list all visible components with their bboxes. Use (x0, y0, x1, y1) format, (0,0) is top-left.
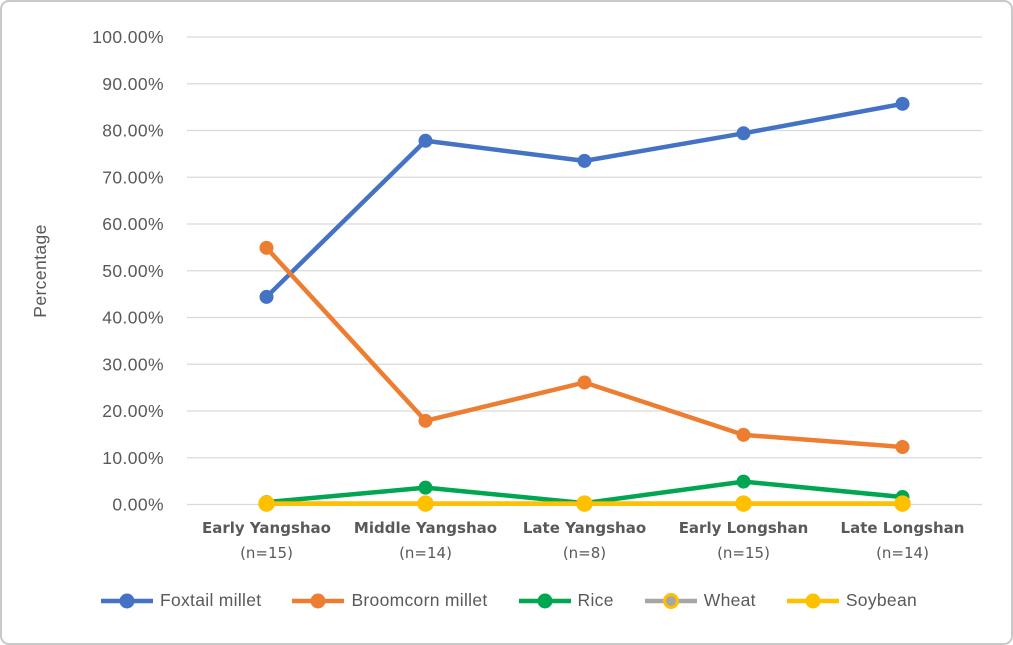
data-point-foxtail-millet-2 (577, 153, 592, 168)
legend-item-broomcorn-millet: Broomcorn millet (291, 590, 487, 611)
y-tick-label: 20.00% (102, 401, 164, 421)
y-tick-label: 30.00% (102, 354, 164, 374)
x-axis-label-early-yangshao: Early Yangshao (202, 519, 331, 537)
data-point-rice-1 (418, 480, 433, 495)
data-point-foxtail-millet-3 (736, 126, 751, 141)
legend-marker-wheat-icon (644, 592, 697, 609)
legend-marker-rice-icon (518, 593, 571, 608)
x-axis-sublabel-early-longshan: (n=15) (717, 544, 770, 562)
x-axis-label-late-yangshao: Late Yangshao (523, 519, 646, 537)
data-point-foxtail-millet-0 (259, 289, 274, 304)
data-point-soybean-0 (259, 496, 274, 511)
y-tick-label: 10.00% (102, 448, 164, 468)
data-point-broomcorn-millet-1 (418, 413, 433, 428)
legend-marker-broomcorn-millet-icon (292, 593, 345, 608)
data-point-soybean-4 (895, 496, 910, 511)
x-axis-label-early-longshan: Early Longshan (679, 519, 809, 537)
data-point-broomcorn-millet-4 (895, 439, 910, 454)
legend-item-foxtail-millet: Foxtail millet (100, 590, 261, 611)
data-point-broomcorn-millet-2 (577, 375, 592, 390)
chart-legend: Foxtail millet Broomcorn millet Rice Whe… (2, 590, 1011, 611)
legend-label-rice: Rice (577, 590, 614, 610)
data-point-broomcorn-millet-0 (259, 240, 274, 255)
data-point-broomcorn-millet-3 (736, 427, 751, 442)
chart-svg: 0.00% 10.00% 20.00% 30.00% 40.00% 50.00% 60.00… (30, 27, 982, 562)
y-tick-label: 70.00% (102, 167, 164, 187)
series-line-foxtail-millet (264, 101, 903, 299)
legend-item-soybean: Soybean (786, 590, 917, 611)
x-axis-label-middle-yangshao: Middle Yangshao (354, 519, 497, 537)
y-tick-label: 80.00% (102, 121, 164, 141)
data-point-soybean-3 (736, 496, 751, 511)
legend-label-wheat: Wheat (703, 590, 756, 610)
y-axis-title: Percentage (30, 224, 50, 318)
legend-item-rice: Rice (518, 590, 614, 611)
y-tick-label: 50.00% (102, 261, 164, 281)
y-tick-label: 60.00% (102, 214, 164, 234)
legend-marker-soybean-icon (786, 593, 839, 608)
x-axis-sublabel-late-longshan: (n=14) (876, 544, 929, 562)
legend-label-broomcorn-millet: Broomcorn millet (351, 590, 488, 610)
y-tick-label: 90.00% (102, 74, 164, 94)
x-axis-sublabel-middle-yangshao: (n=14) (399, 544, 452, 562)
y-tick-label: 100.00% (92, 27, 164, 47)
y-tick-label: 0.00% (112, 495, 164, 515)
series-line-broomcorn-millet (264, 246, 903, 450)
x-axis-sublabel-late-yangshao: (n=8) (563, 544, 606, 562)
data-point-rice-3 (736, 474, 751, 489)
y-tick-label: 40.00% (102, 308, 164, 328)
data-point-foxtail-millet-4 (895, 96, 910, 111)
x-axis-sublabel-early-yangshao: (n=15) (240, 544, 293, 562)
x-axis-label-late-longshan: Late Longshan (841, 519, 965, 537)
legend-label-soybean: Soybean (845, 590, 918, 610)
data-point-foxtail-millet-1 (418, 133, 433, 148)
legend-marker-foxtail-millet-icon (100, 593, 153, 608)
data-point-soybean-2 (577, 496, 592, 511)
data-point-soybean-1 (418, 496, 433, 511)
legend-item-wheat: Wheat (644, 590, 756, 611)
legend-label-foxtail-millet: Foxtail millet (159, 590, 262, 610)
